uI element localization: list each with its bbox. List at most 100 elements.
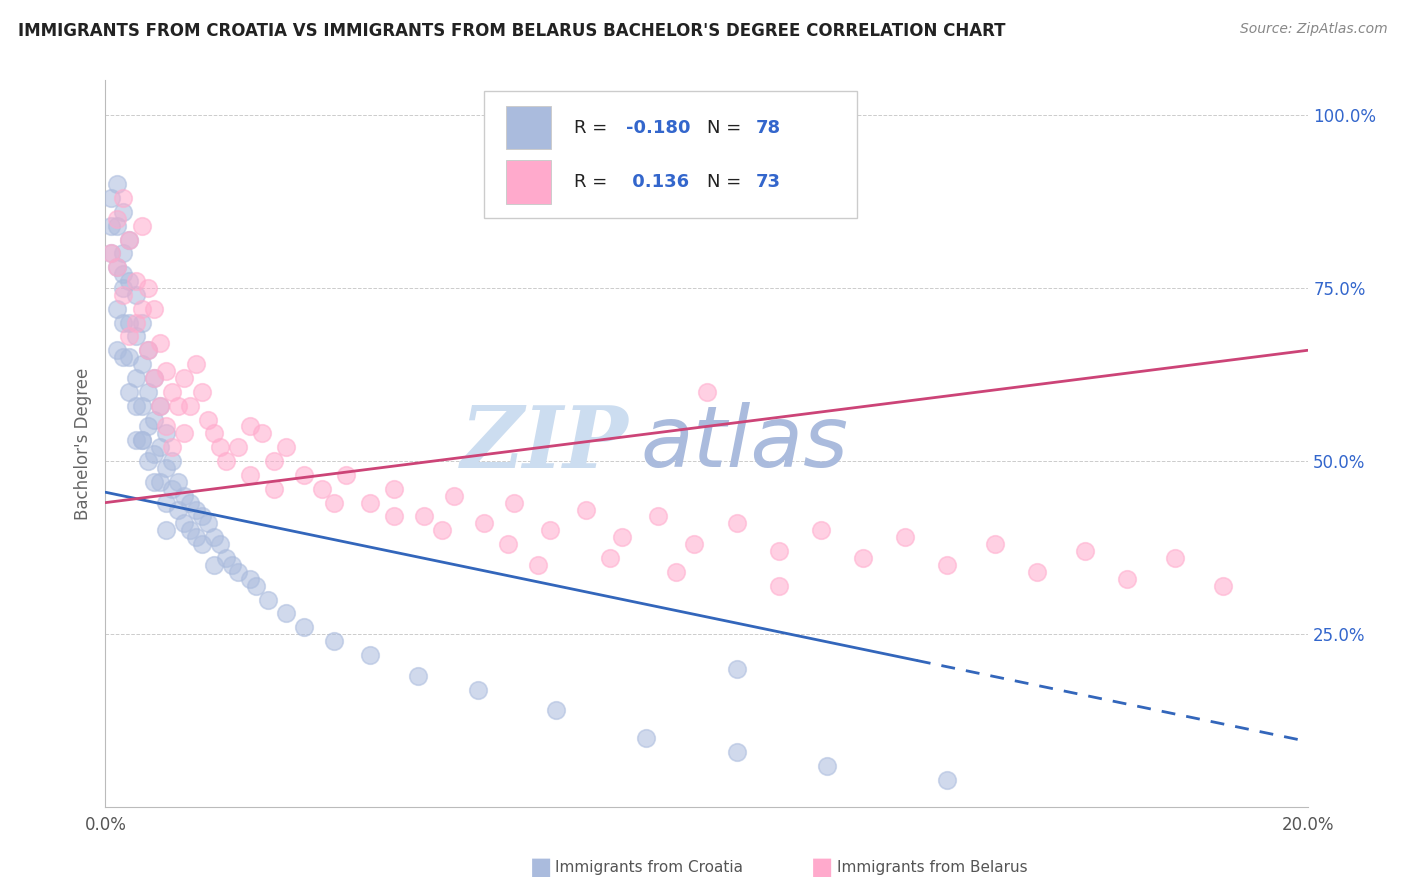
Point — [131, 219, 153, 233]
Point — [245, 579, 267, 593]
Text: Immigrants from Belarus: Immigrants from Belarus — [837, 860, 1028, 874]
Point — [359, 495, 381, 509]
Point — [647, 509, 669, 524]
Point — [107, 211, 129, 226]
Point — [118, 350, 141, 364]
Point — [984, 537, 1007, 551]
Text: ■: ■ — [530, 855, 553, 879]
Point — [527, 558, 550, 572]
Point — [107, 343, 129, 358]
Point — [197, 516, 219, 531]
Point — [335, 467, 357, 482]
Point — [142, 447, 165, 461]
Point — [100, 191, 122, 205]
Point — [263, 454, 285, 468]
Point — [815, 758, 838, 772]
Point — [142, 412, 165, 426]
Point — [107, 177, 129, 191]
Point — [166, 399, 188, 413]
Text: Immigrants from Croatia: Immigrants from Croatia — [555, 860, 744, 874]
Point — [936, 558, 959, 572]
Text: N =: N = — [707, 173, 747, 191]
Point — [166, 502, 188, 516]
Point — [136, 384, 159, 399]
Point — [112, 288, 135, 302]
FancyBboxPatch shape — [484, 91, 856, 219]
Point — [160, 454, 183, 468]
Point — [100, 246, 122, 260]
Point — [148, 475, 170, 489]
Point — [725, 745, 748, 759]
Point — [202, 530, 225, 544]
Text: Source: ZipAtlas.com: Source: ZipAtlas.com — [1240, 22, 1388, 37]
Point — [443, 489, 465, 503]
Point — [382, 509, 405, 524]
Point — [936, 772, 959, 787]
Point — [274, 607, 297, 621]
Point — [311, 482, 333, 496]
Point — [538, 524, 561, 538]
Point — [214, 551, 236, 566]
Point — [184, 357, 207, 371]
Point — [124, 434, 146, 448]
Point — [179, 399, 201, 413]
Point — [1212, 579, 1234, 593]
Point — [503, 495, 526, 509]
Point — [696, 384, 718, 399]
Point — [136, 343, 159, 358]
Point — [467, 682, 489, 697]
Point — [131, 301, 153, 316]
Text: IMMIGRANTS FROM CROATIA VS IMMIGRANTS FROM BELARUS BACHELOR'S DEGREE CORRELATION: IMMIGRANTS FROM CROATIA VS IMMIGRANTS FR… — [18, 22, 1005, 40]
Point — [155, 461, 177, 475]
Point — [1116, 572, 1139, 586]
Point — [256, 592, 278, 607]
Point — [131, 434, 153, 448]
Point — [112, 204, 135, 219]
Point — [430, 524, 453, 538]
Point — [202, 558, 225, 572]
Point — [208, 440, 231, 454]
Point — [118, 384, 141, 399]
Point — [112, 267, 135, 281]
Point — [124, 371, 146, 385]
Point — [118, 233, 141, 247]
Point — [322, 634, 344, 648]
Point — [725, 662, 748, 676]
Point — [155, 495, 177, 509]
Point — [197, 412, 219, 426]
Point — [810, 524, 832, 538]
Point — [124, 329, 146, 343]
Point — [124, 274, 146, 288]
Point — [179, 524, 201, 538]
Point — [136, 454, 159, 468]
Point — [496, 537, 519, 551]
Text: 0.136: 0.136 — [626, 173, 689, 191]
Point — [665, 565, 688, 579]
Point — [599, 551, 621, 566]
Point — [322, 495, 344, 509]
Text: R =: R = — [574, 173, 613, 191]
Bar — [506, 106, 551, 149]
Point — [160, 440, 183, 454]
Point — [173, 489, 195, 503]
Point — [852, 551, 875, 566]
Point — [148, 440, 170, 454]
Point — [1026, 565, 1049, 579]
Point — [131, 434, 153, 448]
Point — [725, 516, 748, 531]
Point — [263, 482, 285, 496]
Point — [179, 495, 201, 509]
Point — [202, 426, 225, 441]
Point — [131, 357, 153, 371]
Point — [274, 440, 297, 454]
Point — [155, 426, 177, 441]
Text: R =: R = — [574, 119, 613, 136]
Point — [226, 565, 249, 579]
Bar — [506, 161, 551, 204]
Point — [173, 371, 195, 385]
Point — [148, 399, 170, 413]
Point — [112, 316, 135, 330]
Point — [155, 419, 177, 434]
Point — [155, 364, 177, 378]
Point — [575, 502, 598, 516]
